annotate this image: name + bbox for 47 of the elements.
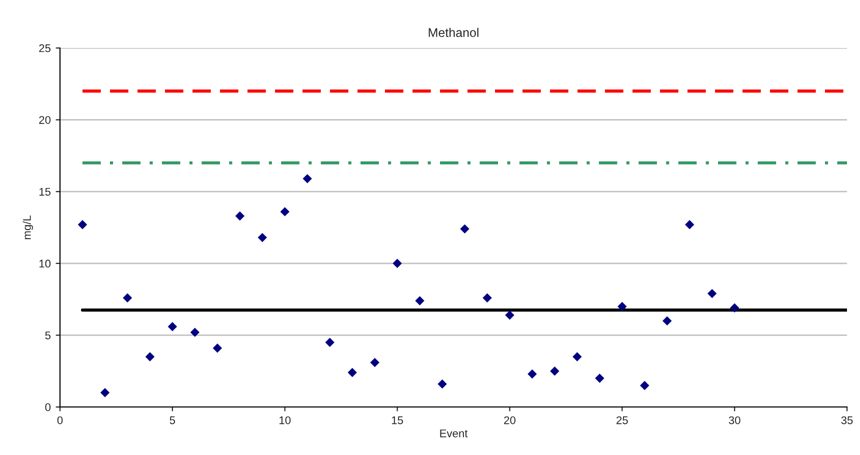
point <box>212 344 222 353</box>
point <box>730 303 740 313</box>
point <box>280 207 290 216</box>
x-tick-label: 15 <box>392 416 403 424</box>
point <box>640 380 650 390</box>
point <box>190 328 200 337</box>
x-tick-label: 20 <box>504 416 516 424</box>
point <box>325 338 334 347</box>
chart-title: Methanol <box>428 28 478 38</box>
x-tick-label: 5 <box>170 416 176 424</box>
point <box>302 174 312 184</box>
x-axis-title: Event <box>440 430 468 438</box>
point <box>168 322 178 332</box>
y-axis-title: mg/L <box>22 216 34 240</box>
point <box>415 296 424 306</box>
point <box>505 310 514 320</box>
point <box>392 258 402 268</box>
point <box>370 358 380 368</box>
point <box>258 232 267 242</box>
x-tick-label: 35 <box>841 416 853 424</box>
y-tick-label: 20 <box>39 116 51 124</box>
point <box>662 316 672 326</box>
y-tick-label: 25 <box>39 44 51 52</box>
point <box>100 388 110 398</box>
point <box>550 366 560 376</box>
point <box>235 211 244 221</box>
y-tick-label: 15 <box>39 188 51 196</box>
x-tick-label: 30 <box>728 416 740 424</box>
point <box>707 288 717 298</box>
point <box>572 352 582 362</box>
point <box>684 220 694 230</box>
x-tick-label: 0 <box>57 416 63 424</box>
point <box>145 352 155 362</box>
x-tick-label: 10 <box>280 416 291 424</box>
point <box>460 224 470 234</box>
point <box>595 374 604 383</box>
point <box>122 293 132 302</box>
point <box>528 369 537 379</box>
y-tick-label: 5 <box>45 332 51 340</box>
y-tick-label: 10 <box>39 260 51 268</box>
point <box>78 220 88 230</box>
point <box>618 302 627 312</box>
point <box>348 368 357 378</box>
x-tick-label: 25 <box>616 416 628 424</box>
point <box>438 379 447 389</box>
y-tick-label: 0 <box>45 403 51 412</box>
point <box>482 293 492 302</box>
